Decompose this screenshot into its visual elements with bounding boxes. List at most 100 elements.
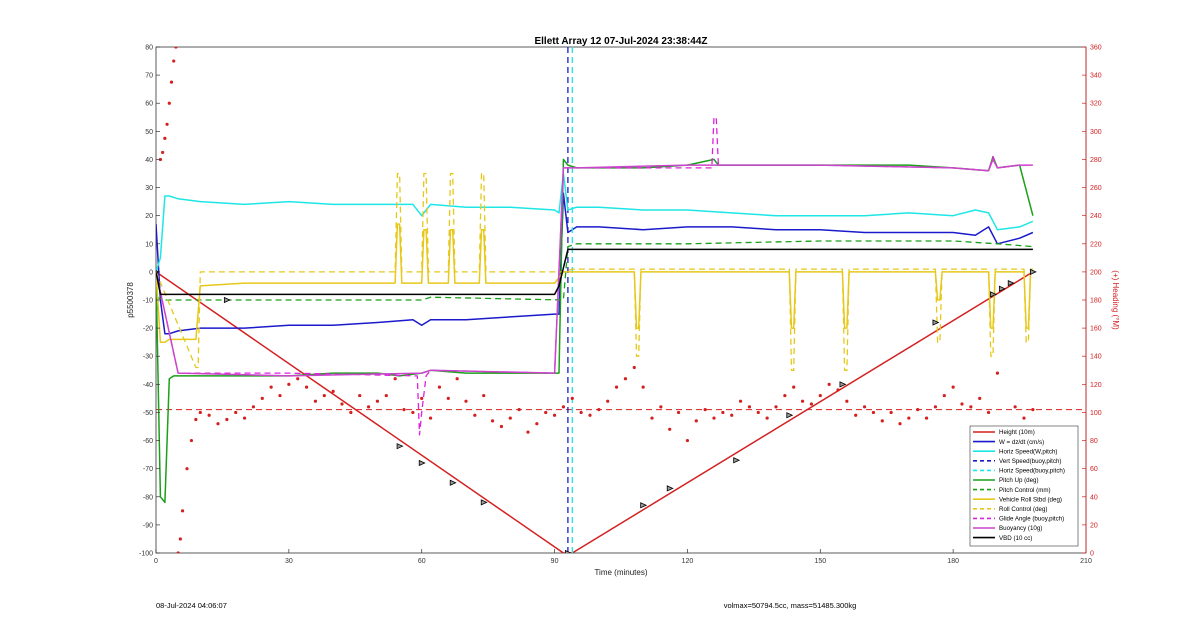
x-tick-label: 180	[947, 558, 959, 565]
heading-point	[349, 410, 353, 415]
heading-point	[544, 410, 548, 415]
heading-point	[960, 402, 964, 406]
heading-point	[225, 417, 229, 422]
heading-point	[561, 405, 566, 409]
heading-point	[535, 422, 539, 426]
heading-point	[178, 537, 182, 541]
series-buoyancy-10g	[156, 158, 1033, 377]
legend-label: Pitch Control (mm)	[999, 487, 1051, 494]
heading-point	[455, 377, 459, 381]
y-tick-label-right: 300	[1090, 129, 1102, 136]
legend-label: Buoyancy (10g)	[999, 525, 1042, 532]
legend-label: Roll Control (deg)	[999, 506, 1048, 513]
heading-point	[854, 413, 858, 417]
legend-label: Horiz Speed(W,pitch)	[999, 448, 1057, 455]
series-roll-control-deg	[156, 172, 1033, 371]
heading-point	[402, 408, 406, 412]
heading-point	[774, 405, 778, 409]
heading-point	[818, 393, 822, 398]
y-tick-label-left: -100	[139, 551, 153, 558]
heading-point	[517, 408, 521, 412]
profile-marker	[990, 291, 997, 298]
legend-label: VBD (10 cc)	[999, 535, 1032, 542]
heading-point	[588, 413, 592, 417]
heading-point	[721, 410, 725, 415]
profile-marker	[839, 381, 847, 388]
y-tick-label-right: 340	[1090, 73, 1102, 80]
heading-point	[446, 396, 450, 400]
heading-point	[304, 385, 309, 389]
y-tick-label-right: 200	[1090, 269, 1102, 276]
plot-area	[155, 46, 1087, 554]
y-tick-label-right: 180	[1090, 298, 1102, 305]
heading-point	[167, 101, 171, 105]
profile-marker	[1007, 280, 1015, 287]
heading-point	[809, 402, 814, 406]
heading-point	[393, 377, 397, 381]
heading-point	[287, 382, 291, 386]
heading-point	[194, 417, 198, 422]
x-tick-label: 120	[682, 558, 694, 565]
heading-point	[916, 408, 920, 412]
legend-label: Height (10m)	[999, 429, 1035, 436]
heading-point	[358, 393, 362, 398]
heading-point	[933, 405, 938, 409]
heading-point	[490, 419, 495, 423]
plot-content	[156, 47, 1086, 553]
y-tick-label-right: 280	[1090, 157, 1102, 164]
profile-marker	[449, 479, 457, 486]
heading-point	[189, 438, 194, 443]
heading-point	[827, 382, 831, 386]
y-tick-label-right: 80	[1090, 438, 1098, 445]
y-tick-label-right: 260	[1090, 185, 1102, 192]
heading-point	[473, 413, 477, 417]
y-tick-label-left: -30	[143, 354, 153, 361]
profile-marker	[223, 296, 231, 304]
series-horiz-speed-w-pitch	[156, 172, 1034, 273]
y-tick-label-right: 60	[1090, 466, 1098, 473]
heading-point	[296, 377, 300, 381]
heading-point	[482, 393, 486, 398]
heading-point	[251, 405, 256, 409]
heading-point	[783, 393, 787, 398]
heading-point	[420, 396, 424, 400]
heading-point	[579, 410, 583, 415]
heading-point	[269, 385, 273, 389]
heading-point	[552, 413, 557, 417]
y-tick-label-left: 50	[145, 129, 153, 136]
heading-point	[437, 385, 442, 389]
y-tick-label-left: -40	[143, 382, 153, 389]
heading-point	[730, 413, 734, 417]
heading-point	[756, 410, 760, 415]
y-tick-label-left: -50	[143, 410, 153, 417]
heading-point	[1031, 408, 1035, 412]
heading-point	[614, 385, 619, 389]
y-tick-label-left: -20	[143, 326, 153, 333]
heading-point	[180, 509, 185, 513]
heading-point	[597, 408, 601, 412]
heading-point	[464, 399, 468, 403]
series-height-10m	[156, 271, 1034, 553]
heading-point	[792, 385, 796, 389]
heading-point	[340, 402, 344, 406]
y-tick-label-left: 30	[145, 185, 153, 192]
heading-point	[234, 410, 238, 415]
y-tick-label-right: 120	[1090, 382, 1102, 389]
y-tick-label-left: -60	[143, 438, 153, 445]
heading-point	[871, 410, 876, 415]
heading-point	[862, 405, 867, 409]
axes: 0 30 60 90 120 150 180 21080706050403020100-10-…	[139, 45, 1102, 566]
heading-point	[1013, 405, 1017, 409]
legend-label: Glide Angle (buoy,pitch)	[999, 516, 1064, 523]
x-tick-label: 60	[418, 558, 426, 565]
heading-point	[428, 416, 433, 420]
heading-point	[322, 393, 326, 398]
chart-title: Ellett Array 12 07-Jul-2024 23:38:44Z	[534, 36, 707, 47]
series-vbd-10-cc	[156, 248, 1033, 296]
heading-point	[703, 408, 707, 412]
y-axis-label-left: p5500378	[126, 282, 135, 318]
heading-point	[169, 80, 174, 84]
x-axis-label: Time (minutes)	[594, 568, 647, 577]
heading-point	[508, 416, 512, 420]
